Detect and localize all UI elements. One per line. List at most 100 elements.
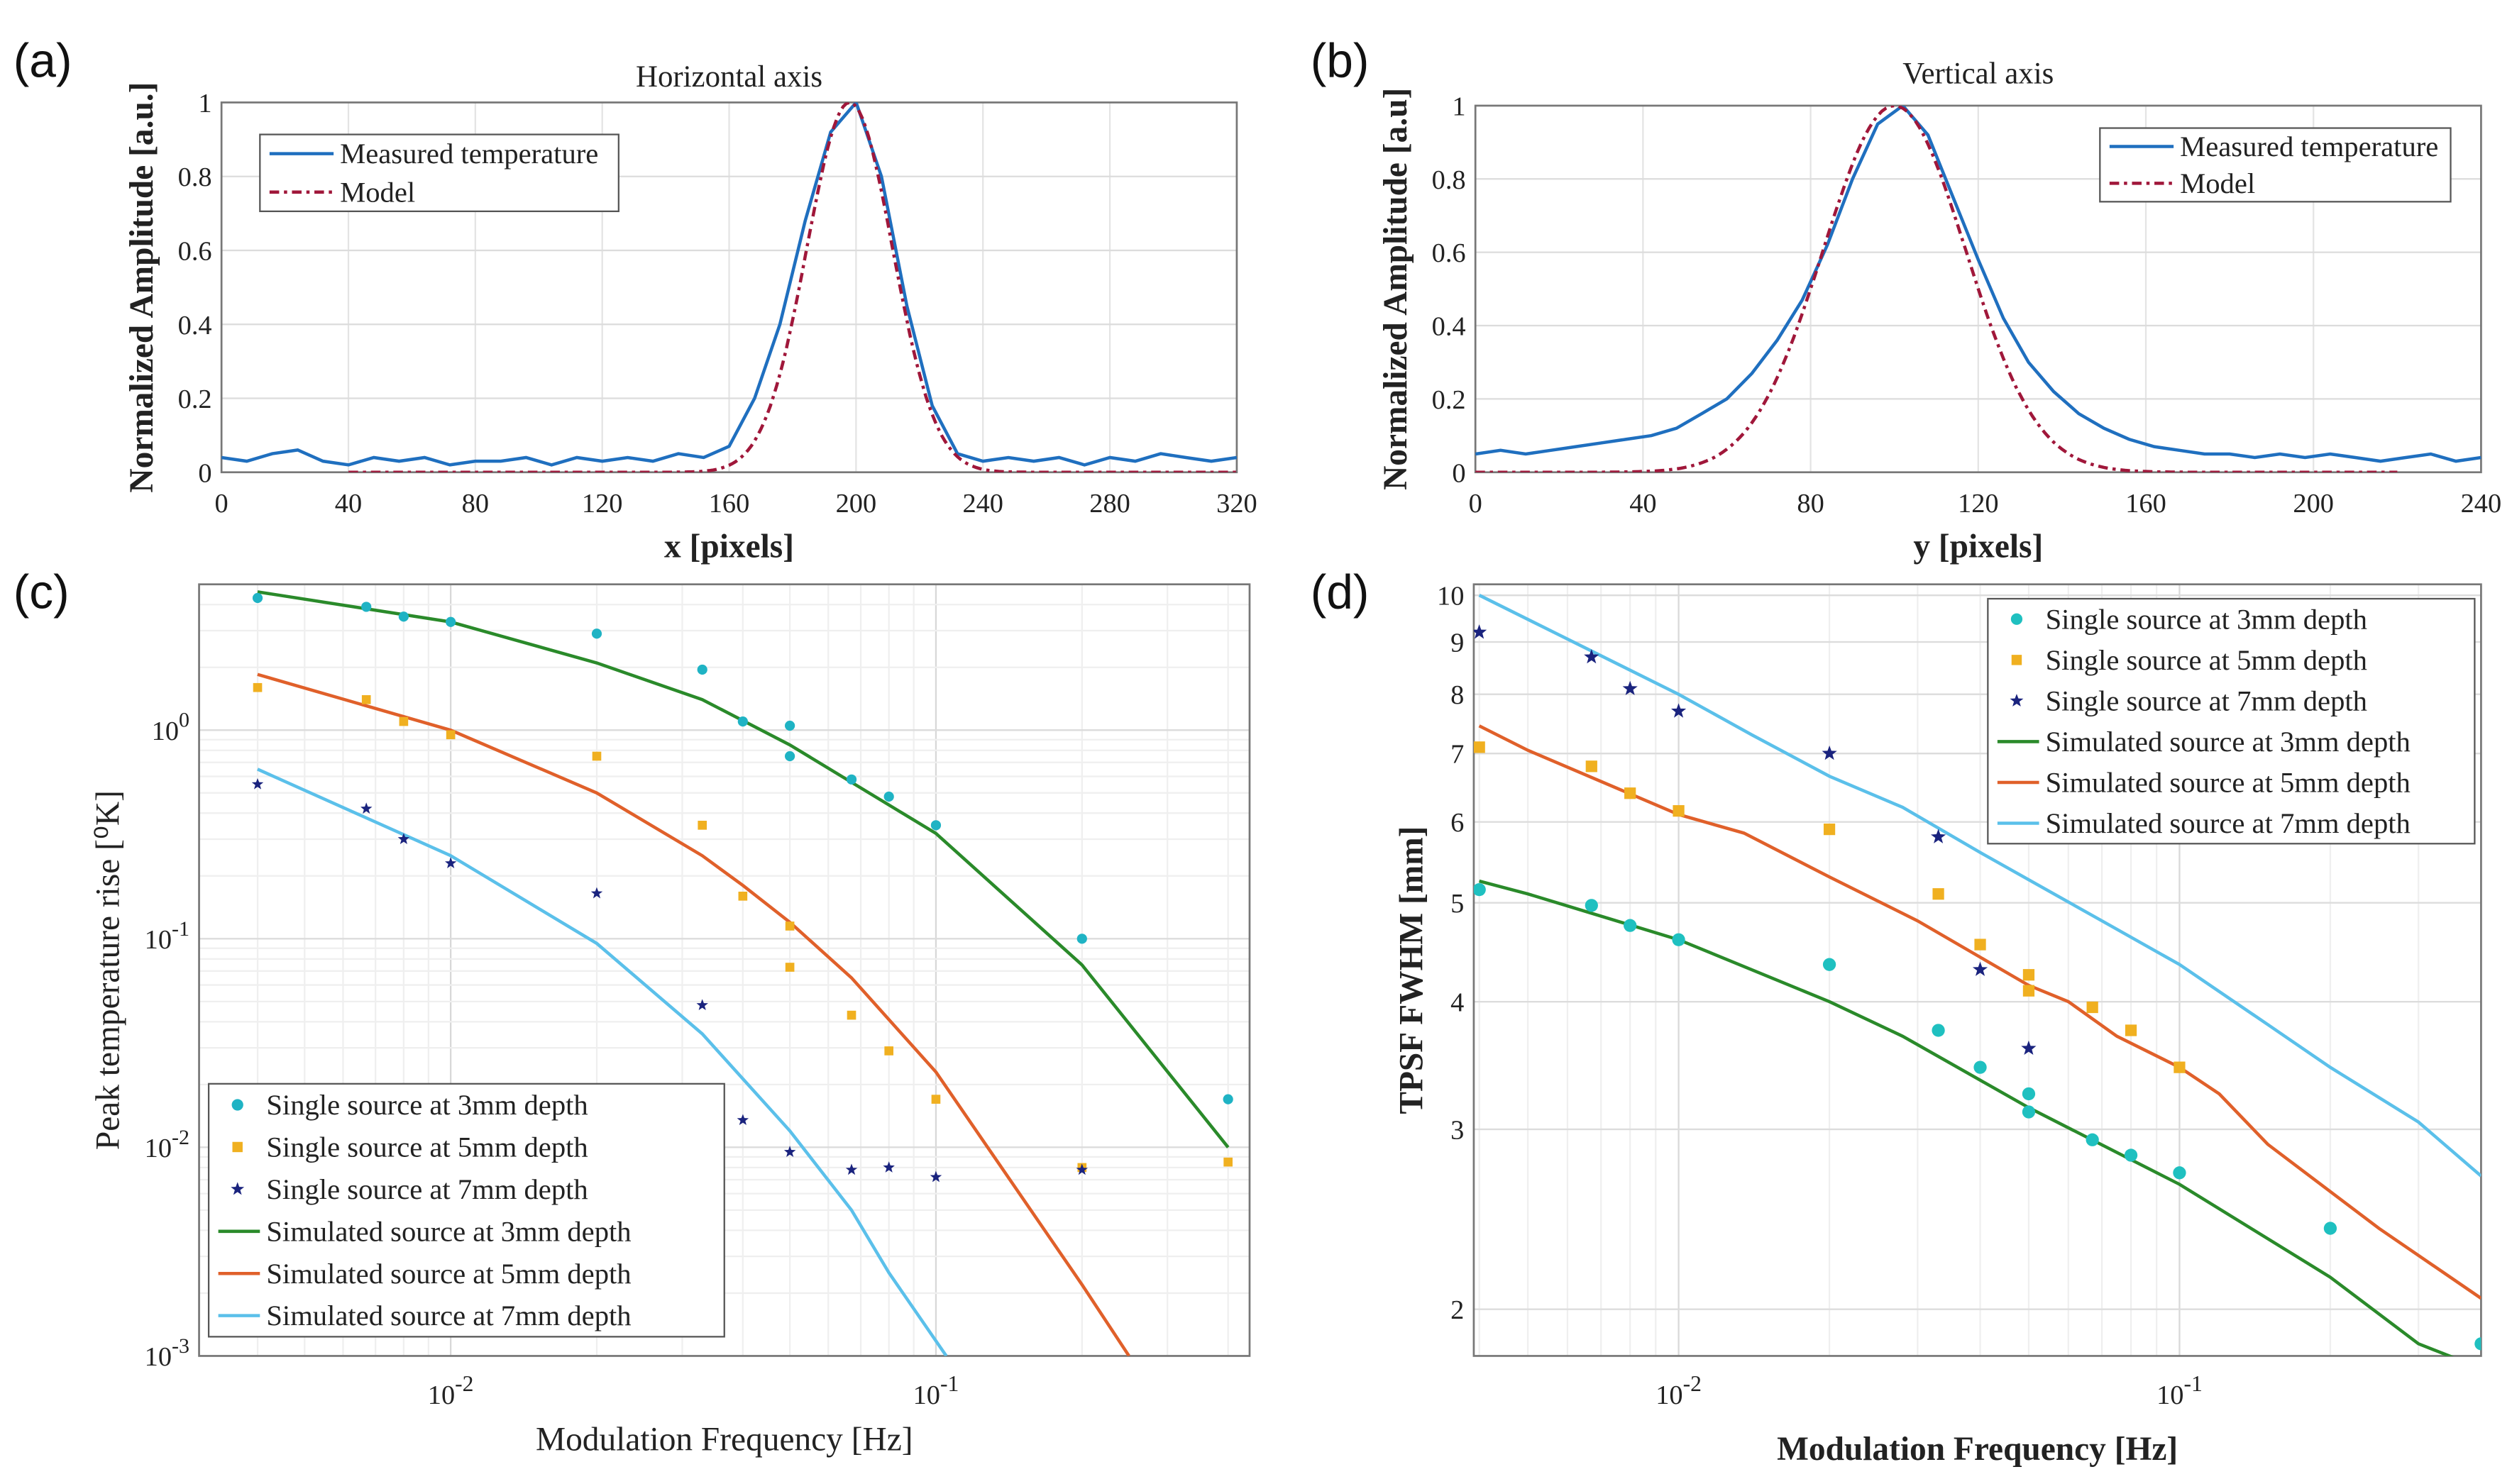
- data-point: [590, 887, 603, 899]
- panel-c: (c) 10-2 10-1 10-3 10-2 10-1 100 Modulation Fre…: [13, 566, 1251, 1458]
- y-tick-label: 3: [1450, 1116, 1464, 1146]
- y-axis-label: Peak temperature rise [⁰K]: [90, 790, 127, 1150]
- data-point: [2125, 1024, 2137, 1036]
- legend-label: Measured temperature: [2180, 131, 2438, 162]
- legend-label: Model: [340, 176, 415, 208]
- x-tick-label: 320: [1216, 489, 1257, 519]
- x-tick-label: 120: [1958, 489, 1999, 519]
- data-point: [783, 1146, 796, 1157]
- legend-item: Simulated source at 7mm depth: [1997, 807, 2411, 839]
- legend-label: Measured temperature: [340, 138, 598, 170]
- y-axis-label: TPSF FWHM [mm]: [1394, 826, 1431, 1114]
- y-tick-label: 4: [1450, 988, 1464, 1018]
- data-point: [1932, 1024, 1945, 1037]
- x-tick-label: 0: [215, 489, 228, 519]
- legend: Single source at 3mm depth Single source …: [1987, 597, 2476, 845]
- legend-label: Single source at 7mm depth: [266, 1173, 588, 1205]
- data-point: [846, 774, 857, 785]
- y-axis-label: Normalized Amplitude [a.u]: [1377, 88, 1414, 490]
- y-axis-label: Normalized Amplitude [a.u.]: [123, 82, 160, 493]
- legend-item: Model: [2109, 167, 2255, 199]
- series-line: [1475, 105, 2481, 463]
- series-layer: [1473, 594, 2481, 1356]
- data-point: [361, 694, 371, 704]
- y-tick-label: 0.8: [1432, 165, 1466, 195]
- legend-item: Single source at 7mm depth: [231, 1173, 588, 1205]
- legend-label: Simulated source at 3mm depth: [2046, 726, 2411, 758]
- x-axis-label: y [pixels]: [1913, 528, 2043, 565]
- axes-box: [198, 583, 1251, 1357]
- y-tick-label: 1: [1452, 92, 1465, 121]
- x-tick-label: 240: [962, 489, 1003, 519]
- data-point: [1823, 823, 1836, 836]
- legend: Measured temperature Model: [259, 133, 619, 213]
- x-tick-label: 10-1: [913, 1371, 959, 1410]
- x-tick-label: 40: [1629, 489, 1656, 519]
- data-point: [251, 778, 264, 790]
- data-point: [931, 1095, 941, 1104]
- axes-box: [1474, 104, 2482, 474]
- x-tick-label: 160: [709, 489, 750, 519]
- series-markers: [1473, 741, 2186, 1073]
- data-point: [1076, 1163, 1089, 1175]
- data-point: [1584, 649, 1599, 664]
- legend-item: Simulated source at 5mm depth: [1997, 767, 2411, 799]
- data-point: [784, 751, 795, 762]
- data-point: [1822, 958, 1836, 971]
- legend-item: Single source at 3mm depth: [231, 1089, 588, 1121]
- data-point: [1585, 899, 1598, 912]
- series-layer: [221, 102, 1237, 472]
- legend-box: [207, 1082, 725, 1338]
- axes-box: [220, 101, 1238, 474]
- legend-label: Single source at 3mm depth: [2046, 603, 2367, 635]
- data-point: [361, 602, 372, 612]
- x-tick-label: 280: [1089, 489, 1130, 519]
- data-point: [1822, 745, 1837, 760]
- legend-label: Simulated source at 3mm depth: [266, 1215, 631, 1247]
- data-point: [252, 592, 263, 604]
- legend-label: Single source at 7mm depth: [2046, 685, 2367, 716]
- data-point: [591, 629, 602, 639]
- data-point: [592, 751, 602, 761]
- data-point: [232, 1141, 243, 1153]
- data-point: [1585, 760, 1597, 773]
- data-point: [444, 857, 457, 869]
- series-layer: [1475, 105, 2481, 472]
- y-tick-label: 1: [198, 89, 211, 118]
- legend-box: [2099, 127, 2452, 203]
- panel-label: (d): [1311, 566, 1370, 619]
- axes-box: [1472, 583, 2482, 1357]
- data-point: [398, 611, 409, 622]
- data-point: [1223, 1094, 1233, 1104]
- y-tick-label: 7: [1450, 740, 1464, 770]
- legend-label: Simulated source at 7mm depth: [2046, 807, 2411, 839]
- data-point: [446, 730, 456, 740]
- data-point: [2474, 1337, 2481, 1351]
- legend-label: Model: [2180, 167, 2255, 199]
- data-point: [930, 820, 942, 831]
- series-markers: [1473, 882, 2481, 1351]
- series-layer: [251, 590, 1233, 1356]
- data-point: [1624, 919, 1637, 932]
- legend-label: Single source at 3mm depth: [266, 1089, 588, 1121]
- y-tick-label: 8: [1450, 680, 1464, 710]
- panel-a: (a) 0 40 80 120 160 200 240 280 320 0 0.2 0.4 0.6 0.8 1…: [13, 34, 1257, 565]
- x-axis-label: Modulation Frequency [Hz]: [1777, 1431, 2178, 1468]
- legend-box: [259, 133, 619, 213]
- data-point: [1672, 933, 1685, 946]
- y-tick-label: 0.6: [1432, 238, 1466, 268]
- x-tick-label: 200: [836, 489, 877, 519]
- series-line: [1478, 594, 2481, 1178]
- legend-item: Single source at 3mm depth: [2010, 603, 2367, 635]
- x-tick-label: 80: [1797, 489, 1824, 519]
- x-tick-label: 80: [462, 489, 489, 519]
- x-axis-label: Modulation Frequency [Hz]: [536, 1422, 913, 1458]
- legend-box: [1987, 597, 2476, 845]
- y-tick-label: 10-2: [145, 1126, 189, 1163]
- legend-item: Single source at 5mm depth: [232, 1131, 588, 1163]
- x-axis-label: x [pixels]: [664, 528, 794, 565]
- data-point: [737, 716, 748, 727]
- y-tick-label: 5: [1450, 889, 1464, 919]
- series-line: [257, 672, 1130, 1356]
- x-tick-label: 120: [582, 489, 623, 519]
